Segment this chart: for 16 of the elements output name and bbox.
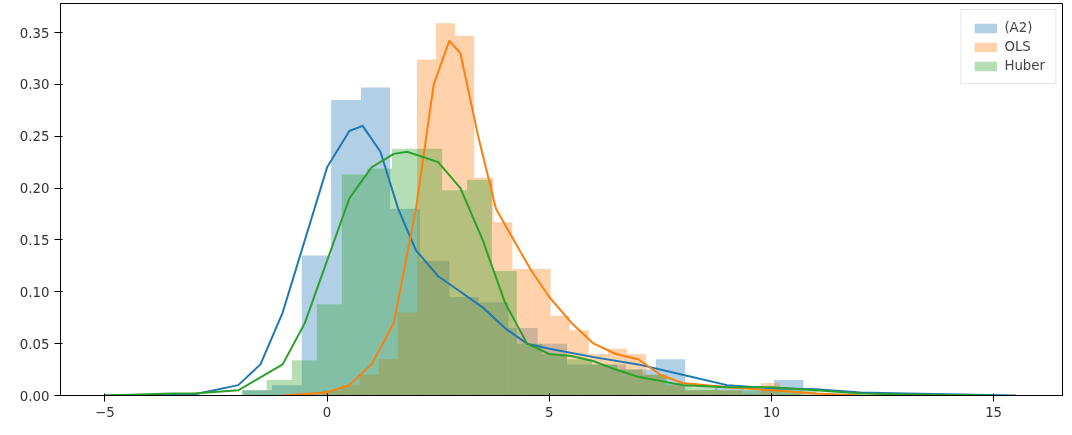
x-tick-label: 15: [985, 404, 1003, 420]
y-tick-label: 0.30: [19, 77, 50, 93]
y-tick-label: 0.35: [19, 25, 50, 41]
legend-label: Huber: [1004, 58, 1045, 73]
y-tick-label: 0.20: [19, 181, 50, 197]
y-tick-label: 0.25: [19, 129, 50, 145]
x-tick-label: 10: [762, 404, 780, 420]
y-tick-label: 0.15: [19, 232, 50, 248]
legend-label: OLS: [1004, 39, 1031, 54]
legend-label: (A2): [1004, 20, 1033, 35]
y-tick-label: 0.00: [19, 388, 50, 404]
x-tick-label: 5: [545, 404, 554, 420]
x-tick-label: −5: [95, 404, 115, 420]
y-tick-label: 0.05: [19, 336, 50, 352]
x-tick-label: 0: [322, 404, 332, 420]
y-tick-label: 0.10: [19, 284, 50, 300]
